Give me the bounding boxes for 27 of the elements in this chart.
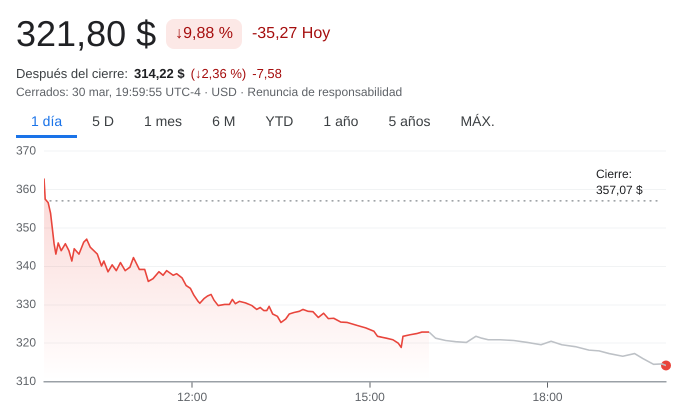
y-tick-label: 350	[16, 220, 36, 234]
text: MÁX.	[460, 112, 496, 131]
text: 314,22 $	[134, 66, 185, 81]
text: Después del cierre:	[16, 66, 128, 81]
text: ↓9,88 %	[166, 19, 242, 49]
y-tick-label: 360	[16, 182, 36, 196]
y-tick-label: 370	[16, 144, 36, 158]
x-tick-label: 18:00	[532, 390, 563, 404]
text: -35,27 Hoy	[252, 25, 330, 43]
x-tick-label: 15:00	[354, 390, 386, 404]
y-tick-label: 340	[16, 258, 36, 273]
text: -7,58	[252, 66, 282, 81]
text: 1 mes	[142, 112, 184, 131]
text: 1 día	[16, 109, 78, 138]
ref-line-label: Cierre: 357,07 $	[596, 167, 644, 198]
y-tick-label: 310	[16, 374, 36, 388]
text: 6 M	[211, 112, 236, 131]
y-tick-label: 330	[16, 297, 36, 312]
text: 5 años	[387, 112, 432, 131]
text: YTD	[264, 112, 294, 131]
text: 1 año	[322, 112, 360, 131]
text: (↓2,36 %)	[190, 66, 246, 81]
text: 5 D	[91, 112, 115, 131]
text: Cerrados: 30 mar, 19:59:55 UTC-4 · USD · Renuncia de responsabilidad	[16, 85, 404, 99]
y-tick-label: 320	[16, 336, 36, 350]
x-tick-label: 12:00	[177, 390, 208, 404]
chart-title: 321,80 $	[16, 13, 156, 55]
